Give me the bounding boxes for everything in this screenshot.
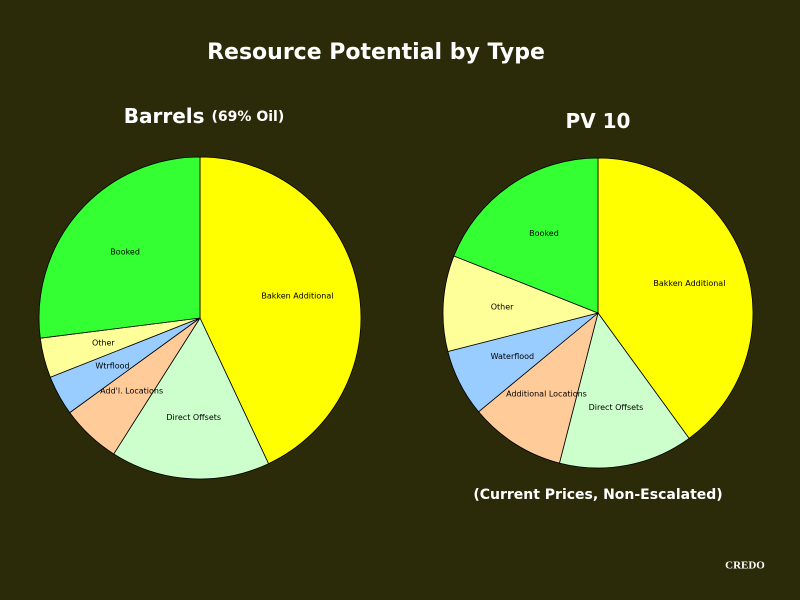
slice-label: Bakken Additional: [653, 279, 725, 288]
slice-label: Wtrflood: [95, 362, 129, 371]
pie-slice: [478, 311, 599, 464]
slice-label: Add'l. Locations: [100, 386, 163, 395]
slice-label: Other: [491, 302, 514, 311]
chart-title-main: Barrels: [124, 104, 212, 128]
pie-slice: [597, 157, 754, 439]
chart-title: PV 10: [566, 109, 631, 133]
logo: CREDO: [725, 560, 765, 572]
chart-title-note: (69% Oil): [212, 109, 285, 125]
pie-slice: [442, 255, 600, 353]
slice-label: Direct Offsets: [166, 413, 221, 422]
pie-slice: [453, 157, 599, 314]
slice-label: Booked: [529, 229, 559, 238]
slice-label: Waterflood: [491, 352, 535, 361]
pie-slice: [113, 317, 270, 480]
slice-label: Bakken Additional: [261, 292, 333, 301]
slice-label: Booked: [110, 247, 140, 256]
slice-label: Additional Locations: [506, 390, 587, 399]
pie-slice: [558, 312, 690, 469]
pie-slice: [38, 156, 201, 339]
chart-title: Barrels (69% Oil): [124, 104, 284, 128]
slice-label: Other: [92, 338, 115, 347]
chart-note: (Current Prices, Non-Escalated): [473, 487, 722, 503]
pie-slice: [199, 156, 362, 465]
slide-title: Resource Potential by Type: [207, 40, 545, 65]
chart-title-main: PV 10: [566, 109, 631, 133]
slice-label: Direct Offsets: [589, 403, 644, 412]
